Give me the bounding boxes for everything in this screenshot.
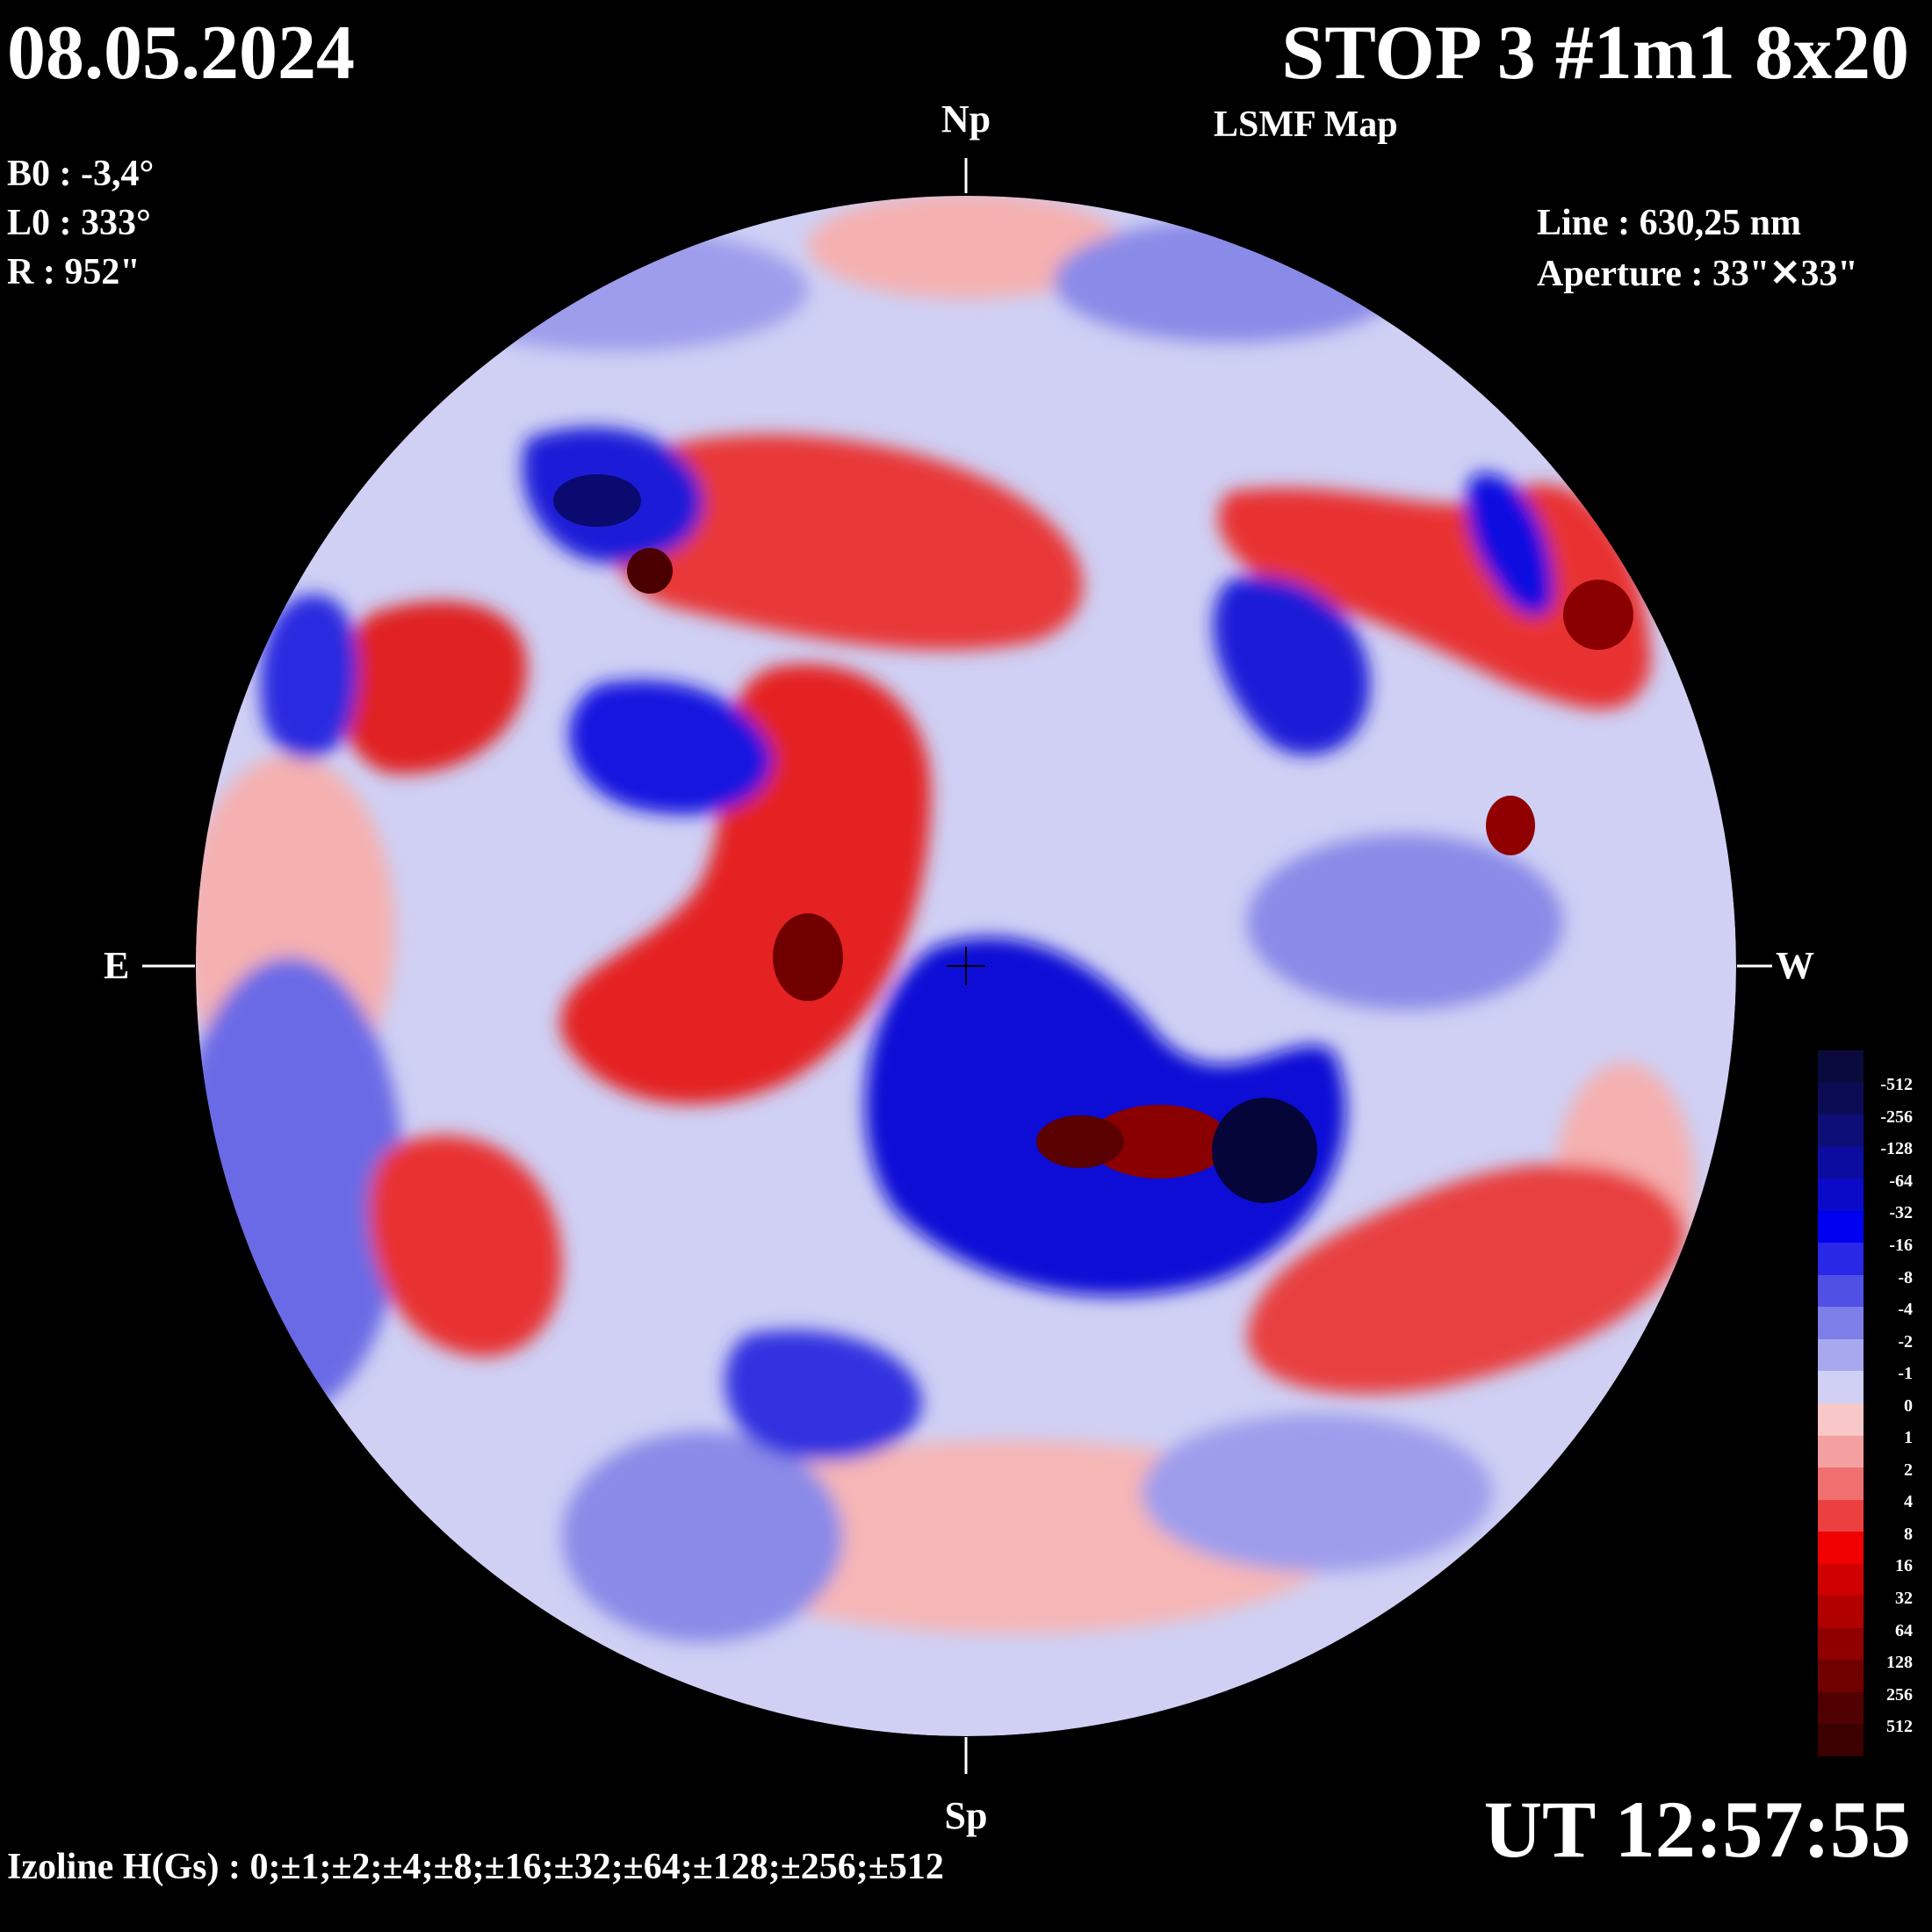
legend-label: -16: [1889, 1236, 1913, 1255]
legend-label: -256: [1880, 1107, 1913, 1127]
legend-label: -64: [1889, 1171, 1913, 1191]
negative-region-limb-east: [260, 594, 358, 760]
legend-swatch: [1818, 1243, 1864, 1276]
weak-negative-region: [422, 228, 808, 351]
legend-swatch: [1818, 1724, 1864, 1756]
legend-swatch: [1818, 1338, 1864, 1373]
legend-swatch: [1818, 1274, 1864, 1308]
legend-label: -1: [1898, 1364, 1913, 1384]
legend-swatch: [1818, 1050, 1864, 1084]
radius-param: R : 952": [7, 252, 141, 292]
legend-label: -8: [1898, 1267, 1913, 1287]
negative-region-northwest: [1213, 576, 1370, 755]
strong-positive-core: [1563, 580, 1633, 650]
legend-swatch: [1818, 1114, 1864, 1148]
legend-label: 32: [1895, 1589, 1913, 1608]
strong-positive-core: [1089, 1105, 1229, 1179]
legend-swatch: [1818, 1082, 1864, 1116]
positive-region-east: [336, 601, 527, 775]
legend-swatch: [1818, 1179, 1864, 1212]
legend-label: 512: [1886, 1717, 1913, 1737]
legend-swatch: [1818, 1307, 1864, 1340]
strong-positive-core: [773, 913, 843, 1001]
weak-negative-region: [1142, 1414, 1493, 1572]
west-label: W: [1776, 944, 1814, 987]
legend-swatch: [1818, 1660, 1864, 1693]
strong-negative-core: [553, 474, 641, 527]
positive-region-center: [560, 664, 931, 1105]
weak-positive-region: [808, 196, 1124, 299]
weak-negative-region: [196, 957, 404, 1414]
strong-negative-core: [1212, 1098, 1317, 1203]
izoline-levels: Izoline H(Gs) : 0;±1;±2;±4;±8;±16;±32;±6…: [7, 1847, 944, 1887]
legend-swatch: [1818, 1532, 1864, 1565]
legend-swatch: [1818, 1210, 1864, 1244]
legend-swatch: [1818, 1146, 1864, 1180]
positive-region-southeast: [369, 1135, 562, 1358]
north-pole-label: Np: [941, 97, 991, 141]
legend-label: -32: [1889, 1203, 1913, 1223]
legend-label: 64: [1895, 1620, 1913, 1640]
weak-negative-region: [562, 1431, 843, 1642]
strong-positive-core: [1036, 1115, 1124, 1168]
negative-region-center: [865, 937, 1346, 1296]
line-param: Line : 630,25 nm: [1537, 203, 1802, 243]
legend-swatch: [1818, 1691, 1864, 1726]
l0-param: L0 : 333°: [7, 203, 151, 243]
legend-label: 4: [1904, 1492, 1913, 1512]
negative-region-east-center: [568, 680, 773, 815]
negative-region-limb-northwest: [1466, 473, 1554, 616]
map-subtitle: LSMF Map: [1214, 105, 1398, 145]
legend-swatch: [1818, 1596, 1864, 1629]
ut-time: UT 12:57:55: [1483, 1784, 1911, 1874]
legend-swatch: [1818, 1467, 1864, 1501]
weak-negative-region: [1054, 220, 1405, 342]
legend-swatch: [1818, 1435, 1864, 1469]
legend-swatch: [1818, 1499, 1864, 1533]
east-label: E: [104, 944, 130, 987]
legend-label: 8: [1904, 1524, 1913, 1544]
legend-label: 128: [1886, 1653, 1913, 1673]
strong-positive-core: [627, 548, 673, 594]
b0-param: B0 : -3,4°: [7, 154, 155, 194]
legend-label: -512: [1880, 1075, 1913, 1095]
magnetic-field-regions: [196, 196, 1736, 1736]
weak-negative-region: [1247, 834, 1563, 1010]
observation-title: STOP 3 #1m1 8x20: [1281, 11, 1909, 96]
positive-region-north: [602, 434, 1084, 651]
legend-swatch: [1818, 1403, 1864, 1437]
legend-label: -2: [1898, 1331, 1913, 1352]
date-label: 08.05.2024: [7, 11, 355, 96]
legend-label: 256: [1886, 1684, 1913, 1705]
legend-swatch: [1818, 1627, 1864, 1662]
strong-positive-core: [1486, 796, 1535, 855]
legend-label: -4: [1898, 1300, 1913, 1320]
south-pole-label: Sp: [944, 1794, 988, 1837]
legend-label: 0: [1904, 1395, 1913, 1416]
legend-label: 2: [1904, 1460, 1913, 1480]
legend-label: 1: [1904, 1428, 1913, 1448]
legend-swatch: [1818, 1371, 1864, 1404]
legend-label: 16: [1895, 1556, 1913, 1576]
aperture-param: Aperture : 33"✕33": [1537, 254, 1858, 294]
negative-region-south: [724, 1330, 922, 1461]
positive-region-southwest: [1247, 1164, 1686, 1395]
color-legend: [1818, 1050, 1864, 1756]
legend-label: -128: [1880, 1139, 1913, 1159]
legend-swatch: [1818, 1563, 1864, 1597]
